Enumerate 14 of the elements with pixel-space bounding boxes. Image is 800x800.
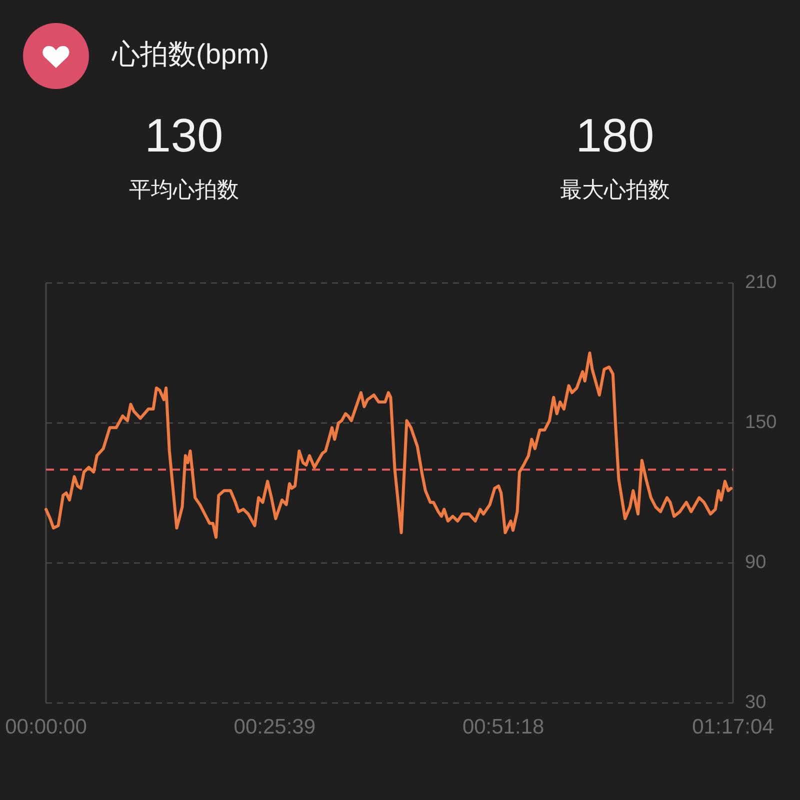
- y-tick-label: 30: [745, 692, 766, 714]
- x-tick-label: 01:17:04: [692, 716, 774, 739]
- y-tick-label: 90: [745, 552, 766, 574]
- text: 最大心拍数: [560, 176, 670, 202]
- text: 130: [144, 108, 224, 162]
- y-tick-label: 210: [745, 272, 777, 294]
- chart-title: 心拍数(bpm): [111, 38, 270, 70]
- text: 平均心拍数: [129, 176, 239, 202]
- x-tick-label: 00:51:18: [462, 716, 544, 739]
- text: 180: [576, 108, 654, 162]
- x-tick-label: 00:00:00: [5, 716, 87, 739]
- x-tick-label: 00:25:39: [234, 716, 316, 739]
- line-series: [44, 352, 733, 539]
- y-tick-label: 150: [745, 412, 777, 434]
